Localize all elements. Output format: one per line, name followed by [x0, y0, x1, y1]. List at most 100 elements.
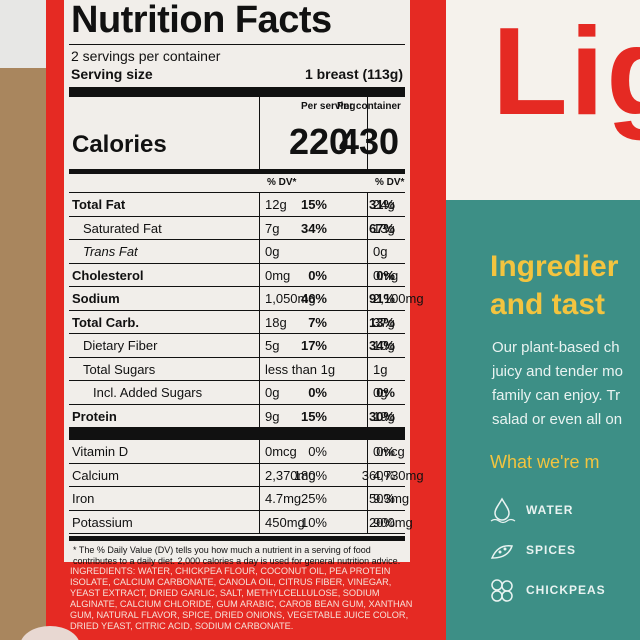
column-divider: [259, 263, 260, 286]
amount: 9g: [265, 408, 280, 424]
divider: [69, 87, 405, 97]
serving-size: Serving size 1 breast (113g): [71, 65, 403, 83]
dv-header: % DV*: [375, 177, 405, 188]
column-divider: [259, 357, 260, 380]
nutrient-name: Saturated Fat: [83, 220, 162, 236]
column-divider: [259, 334, 260, 357]
amount: 4,730mg: [373, 467, 424, 483]
column-header: Per serving: [301, 101, 356, 112]
table-row: Incl. Added Sugars 0g 0% 0g 0%: [69, 381, 405, 405]
daily-value: 34%: [300, 220, 327, 236]
dv-header: % DV*: [267, 177, 297, 188]
amount: 7g: [265, 220, 280, 236]
amount: 2,100mg: [373, 291, 424, 306]
amount: 10g: [373, 338, 395, 353]
serving-size-value: 1 breast (113g): [304, 66, 403, 82]
divider: [69, 44, 405, 45]
column-divider: [367, 287, 368, 310]
column-divider: [259, 193, 260, 216]
daily-value: 0%: [308, 385, 327, 400]
ingredients-list: INGREDIENTS: WATER, CHICKPEA FLOUR, COCO…: [70, 566, 413, 631]
amount: 0mcg: [373, 444, 405, 459]
daily-value: 17%: [300, 338, 327, 353]
list-item-label: CHICKPEAS: [526, 583, 606, 597]
amount: 0mcg: [265, 444, 297, 459]
column-divider: [367, 97, 368, 169]
column-divider: [259, 487, 260, 510]
promo-body: Our plant-based ch juicy and tender mo f…: [492, 336, 623, 432]
daily-value: 25%: [300, 491, 327, 506]
calories-section: Per serving Per container Calories 220 4…: [69, 97, 405, 174]
nutrient-name: Iron: [72, 491, 95, 506]
daily-value: 13%: [368, 314, 395, 330]
table-row: Iron 4.7mg 25% 9.3mg 50%: [69, 487, 409, 511]
amount: 19g: [373, 408, 395, 424]
nutrition-facts-label: Nutrition Facts 2 servings per container…: [64, 0, 424, 566]
table-row: Potassium 450mg 10% 900mg 20%: [69, 510, 413, 534]
list-item: WATER: [488, 490, 606, 530]
daily-value: 15%: [300, 408, 327, 424]
column-divider: [259, 404, 260, 427]
amount: 24g: [373, 197, 395, 212]
amount: 12g: [265, 197, 287, 212]
column-divider: [367, 510, 368, 533]
nutrient-name: Protein: [72, 408, 117, 424]
nutrient-name: Trans Fat: [83, 244, 138, 259]
column-divider: [367, 404, 368, 427]
table-row: Vitamin D 0mcg 0% 0mcg 0%: [69, 440, 405, 464]
daily-value: 20%: [368, 514, 395, 530]
brand-logo: Ligh: [492, 3, 640, 141]
list-item: CHICKPEAS: [488, 570, 606, 610]
nutrient-name: Vitamin D: [72, 444, 129, 459]
amount: 0mg: [265, 267, 291, 283]
spices-icon: [490, 545, 513, 559]
promo-title-line: Ingredier: [490, 250, 619, 283]
box-teal-panel: [430, 200, 640, 640]
daily-value: 10%: [300, 514, 327, 530]
column-divider: [367, 263, 368, 286]
table-row: Cholesterol 0mg 0% 0mg 0%: [69, 263, 405, 287]
nutrient-name: Dietary Fiber: [83, 338, 158, 353]
nutrient-name: Cholesterol: [72, 267, 144, 283]
nutrient-name: Calcium: [72, 467, 119, 483]
nutrient-name: Total Carb.: [72, 314, 139, 330]
amount: less than 1g: [265, 361, 336, 377]
promo-subtitle: What we're m: [490, 452, 600, 472]
list-item-label: WATER: [526, 503, 574, 517]
table-row: Trans Fat 0g 0g: [69, 240, 405, 264]
column-divider: [367, 440, 368, 463]
daily-value: 67%: [368, 220, 395, 236]
column-divider: [367, 310, 368, 333]
amount: 0g: [265, 244, 280, 259]
daily-value: 91%: [368, 291, 395, 306]
list-item-label: SPICES: [526, 543, 577, 557]
amount: 5g: [265, 338, 280, 353]
calories-label: Calories: [72, 131, 167, 158]
nutrient-table: Total Fat 12g 15% 24g 31% Saturated Fat 7g 34% 1…: [69, 193, 424, 428]
daily-value: 0%: [308, 444, 327, 459]
column-divider: [367, 357, 368, 380]
amount: 37g: [373, 314, 395, 330]
serving-size-label: Serving size: [71, 66, 153, 82]
servings-per-container: 2 servings per container: [71, 48, 221, 64]
daily-value: 180%: [293, 467, 327, 483]
nutrient-name: Potassium: [72, 514, 133, 530]
hand: [20, 626, 80, 640]
daily-value: 360%: [361, 467, 395, 483]
amount: 450mg: [265, 514, 305, 530]
amount: 0g: [265, 385, 280, 400]
column-divider: [259, 240, 260, 263]
amount: 0mg: [373, 267, 399, 283]
column-divider: [259, 510, 260, 533]
daily-value: 0%: [376, 444, 395, 459]
amount: 900mg: [373, 514, 413, 530]
daily-value: 7%: [308, 314, 327, 330]
ingredient-icon-list: WATER SPICES CHICKPEAS: [488, 490, 606, 610]
label-title: Nutrition Facts: [71, 0, 332, 41]
promo-body-line: salad or even all on: [492, 411, 623, 428]
column-divider: [367, 216, 368, 239]
list-item: SPICES: [488, 530, 606, 570]
promo-body-line: family can enjoy. Tr: [492, 387, 621, 404]
column-divider: [367, 240, 368, 263]
